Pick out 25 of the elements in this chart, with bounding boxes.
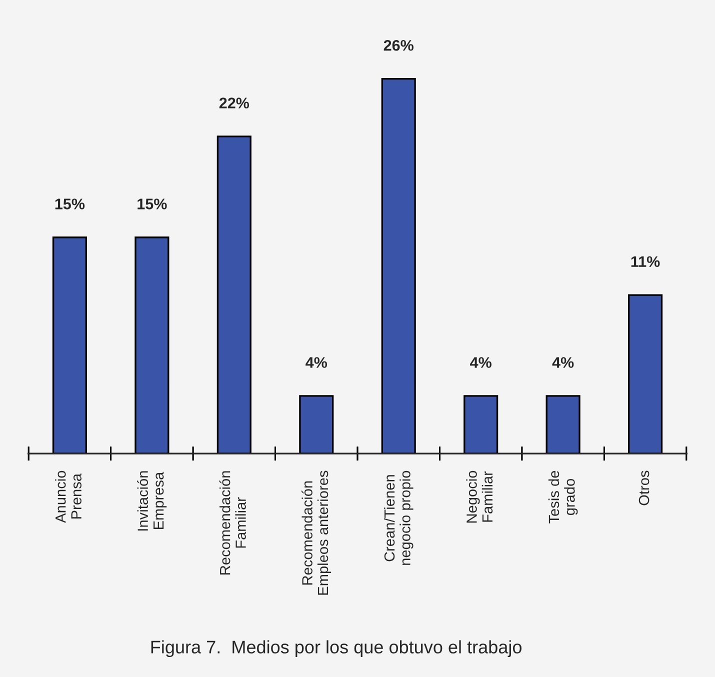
bar — [299, 395, 334, 454]
x-tick-label: Crean/Tienen negocio propio — [384, 470, 414, 565]
data-label: 4% — [470, 357, 492, 368]
data-label: 4% — [306, 357, 328, 368]
data-label: 15% — [55, 198, 85, 210]
text: Figura 7. Medios por los que obtuvo el trabajo — [151, 640, 522, 658]
bar — [216, 136, 252, 454]
bar — [628, 294, 663, 454]
bar — [134, 236, 170, 454]
x-tick-label: Recomendación Familiar — [219, 471, 246, 574]
data-label: 22% — [219, 98, 250, 108]
bar — [381, 78, 416, 454]
x-tick-label: Invitación Empresa — [137, 471, 167, 531]
bar — [546, 395, 580, 454]
bar — [52, 236, 87, 454]
x-tick-label: Tesis de grado — [548, 470, 578, 524]
x-tick-label: Negocio Familiar — [466, 470, 493, 523]
data-label: 15% — [138, 198, 167, 210]
data-label: 26% — [384, 40, 414, 51]
x-tick-label: Recomendación Empleos anteriores — [302, 470, 332, 595]
data-label: 11% — [631, 256, 660, 267]
bar — [464, 395, 498, 454]
x-tick-label: Otros — [638, 470, 650, 506]
data-label: 4% — [552, 357, 574, 368]
x-tick-label: Anuncio Prensa — [55, 470, 82, 523]
